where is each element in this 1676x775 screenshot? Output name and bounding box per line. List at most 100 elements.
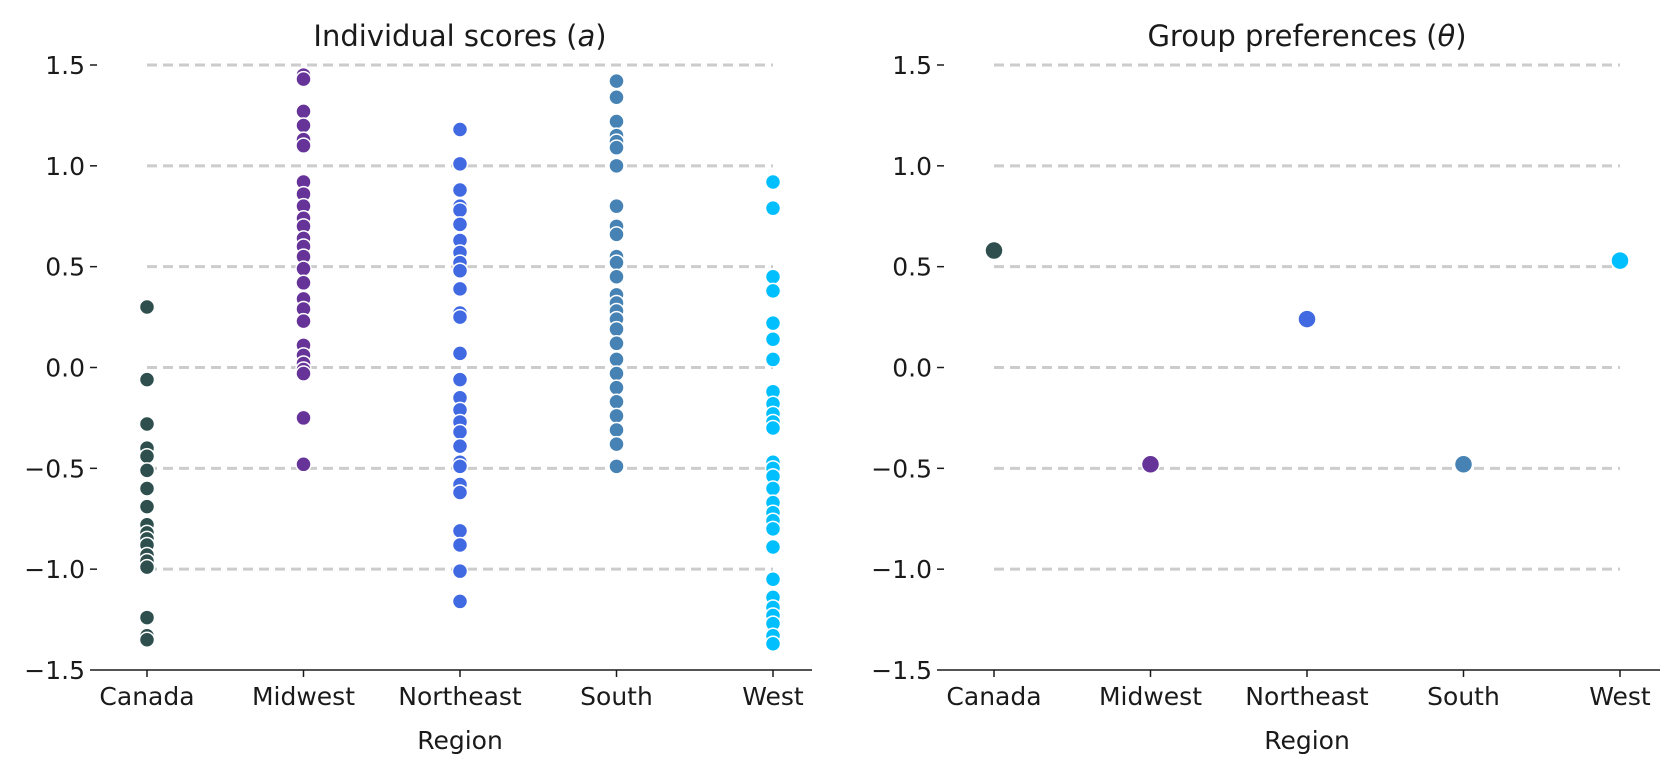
- data-point: [608, 72, 625, 90]
- x-axis: Canada Midwest Northeast South West: [97, 669, 812, 711]
- y-tick-label: −0.5: [871, 454, 932, 483]
- data-point: [295, 70, 312, 88]
- data-point: [608, 157, 625, 175]
- data-point: [608, 226, 625, 243]
- y-tick-label: 1.5: [892, 51, 932, 80]
- y-tick-label: 1.0: [45, 152, 85, 181]
- y-axis: 1.5 1.0 0.5 0.0 −0.5 −1.0 −1.5: [24, 51, 97, 685]
- data-point: [295, 312, 312, 330]
- data-point: [451, 593, 469, 610]
- data-point: [608, 139, 625, 156]
- data-point: [451, 562, 469, 580]
- data-point: [295, 137, 312, 154]
- data-point: [764, 331, 782, 348]
- x-tick-label: South: [580, 682, 653, 711]
- x-tick-label: South: [1427, 682, 1500, 711]
- y-tick-label: −0.5: [24, 454, 85, 483]
- y-tick-label: 0.0: [892, 354, 932, 383]
- panel-group-preferences: Group preferences (θ) 1.5 1.0 0.5 0.0 −0.5 −1…: [871, 19, 1660, 755]
- data-point: [451, 308, 469, 326]
- data-point: [608, 407, 625, 425]
- data-point: [451, 522, 469, 540]
- y-tick-label: 1.0: [892, 152, 932, 181]
- data-point: [764, 173, 782, 191]
- data-point: [984, 240, 1004, 261]
- data-point: [451, 371, 469, 388]
- data-point: [138, 371, 156, 388]
- data-point: [608, 113, 625, 130]
- data-point: [608, 335, 625, 352]
- data-point: [608, 379, 625, 396]
- y-tick-label: 0.5: [892, 253, 932, 282]
- panel-title-group-preferences: Group preferences (θ): [1147, 19, 1466, 53]
- data-point: [764, 351, 782, 368]
- scatter-points: [138, 66, 782, 653]
- data-point: [764, 419, 782, 437]
- data-point: [451, 201, 469, 219]
- data-point: [138, 480, 156, 497]
- x-tick-label: Midwest: [1099, 682, 1202, 711]
- x-axis-title: Region: [1264, 726, 1350, 755]
- x-tick-label: West: [1589, 682, 1651, 711]
- data-point: [764, 199, 782, 217]
- data-point: [1140, 454, 1161, 475]
- x-tick-label: West: [742, 682, 804, 711]
- data-point: [608, 365, 625, 382]
- y-tick-label: −1.0: [871, 555, 932, 584]
- data-point: [138, 462, 156, 479]
- data-point: [295, 409, 312, 427]
- y-tick-label: −1.5: [871, 656, 932, 685]
- x-tick-label: Canada: [99, 682, 194, 711]
- data-point: [451, 181, 469, 199]
- data-point: [764, 538, 782, 556]
- data-point: [451, 458, 469, 475]
- data-point: [451, 280, 469, 298]
- data-point: [608, 421, 625, 439]
- data-point: [764, 635, 782, 653]
- data-point: [608, 89, 625, 106]
- x-tick-label: Northeast: [398, 682, 522, 711]
- data-point: [608, 197, 625, 215]
- data-point: [608, 268, 625, 285]
- y-tick-label: −1.5: [24, 656, 85, 685]
- data-point: [295, 260, 312, 277]
- y-tick-label: 1.5: [45, 51, 85, 80]
- data-point: [295, 103, 312, 120]
- panel-individual-scores: Individual scores (a) 1.5 1.0 0.5 0.0 −0.5 −1…: [24, 19, 812, 755]
- data-point: [295, 456, 312, 473]
- data-point: [138, 498, 156, 515]
- x-tick-label: Canada: [946, 682, 1041, 711]
- data-point: [295, 365, 312, 382]
- data-point: [1297, 309, 1317, 329]
- data-point: [451, 216, 469, 233]
- data-point: [138, 298, 156, 316]
- data-point: [764, 520, 782, 538]
- data-point: [138, 609, 156, 626]
- x-axis: Canada Midwest Northeast South West: [944, 669, 1660, 711]
- data-point: [764, 282, 782, 300]
- data-point: [138, 415, 156, 433]
- data-point: [138, 447, 156, 465]
- y-tick-label: 0.5: [45, 253, 85, 282]
- y-tick-label: −1.0: [24, 555, 85, 584]
- data-point: [451, 536, 469, 554]
- x-tick-label: Midwest: [252, 682, 355, 711]
- y-axis: 1.5 1.0 0.5 0.0 −0.5 −1.0 −1.5: [871, 51, 944, 685]
- data-point: [451, 262, 469, 279]
- data-point: [608, 320, 625, 338]
- data-point: [451, 437, 469, 455]
- data-point: [764, 268, 782, 285]
- data-point: [1453, 454, 1474, 475]
- data-point: [1610, 250, 1630, 271]
- x-axis-title: Region: [417, 726, 503, 755]
- data-point: [608, 393, 625, 411]
- x-tick-label: Northeast: [1245, 682, 1369, 711]
- data-point: [608, 351, 625, 368]
- data-point: [295, 117, 312, 134]
- data-point: [451, 484, 469, 501]
- panel-title-individual-scores: Individual scores (a): [313, 19, 606, 53]
- scatter-points: [984, 240, 1630, 475]
- data-point: [764, 480, 782, 497]
